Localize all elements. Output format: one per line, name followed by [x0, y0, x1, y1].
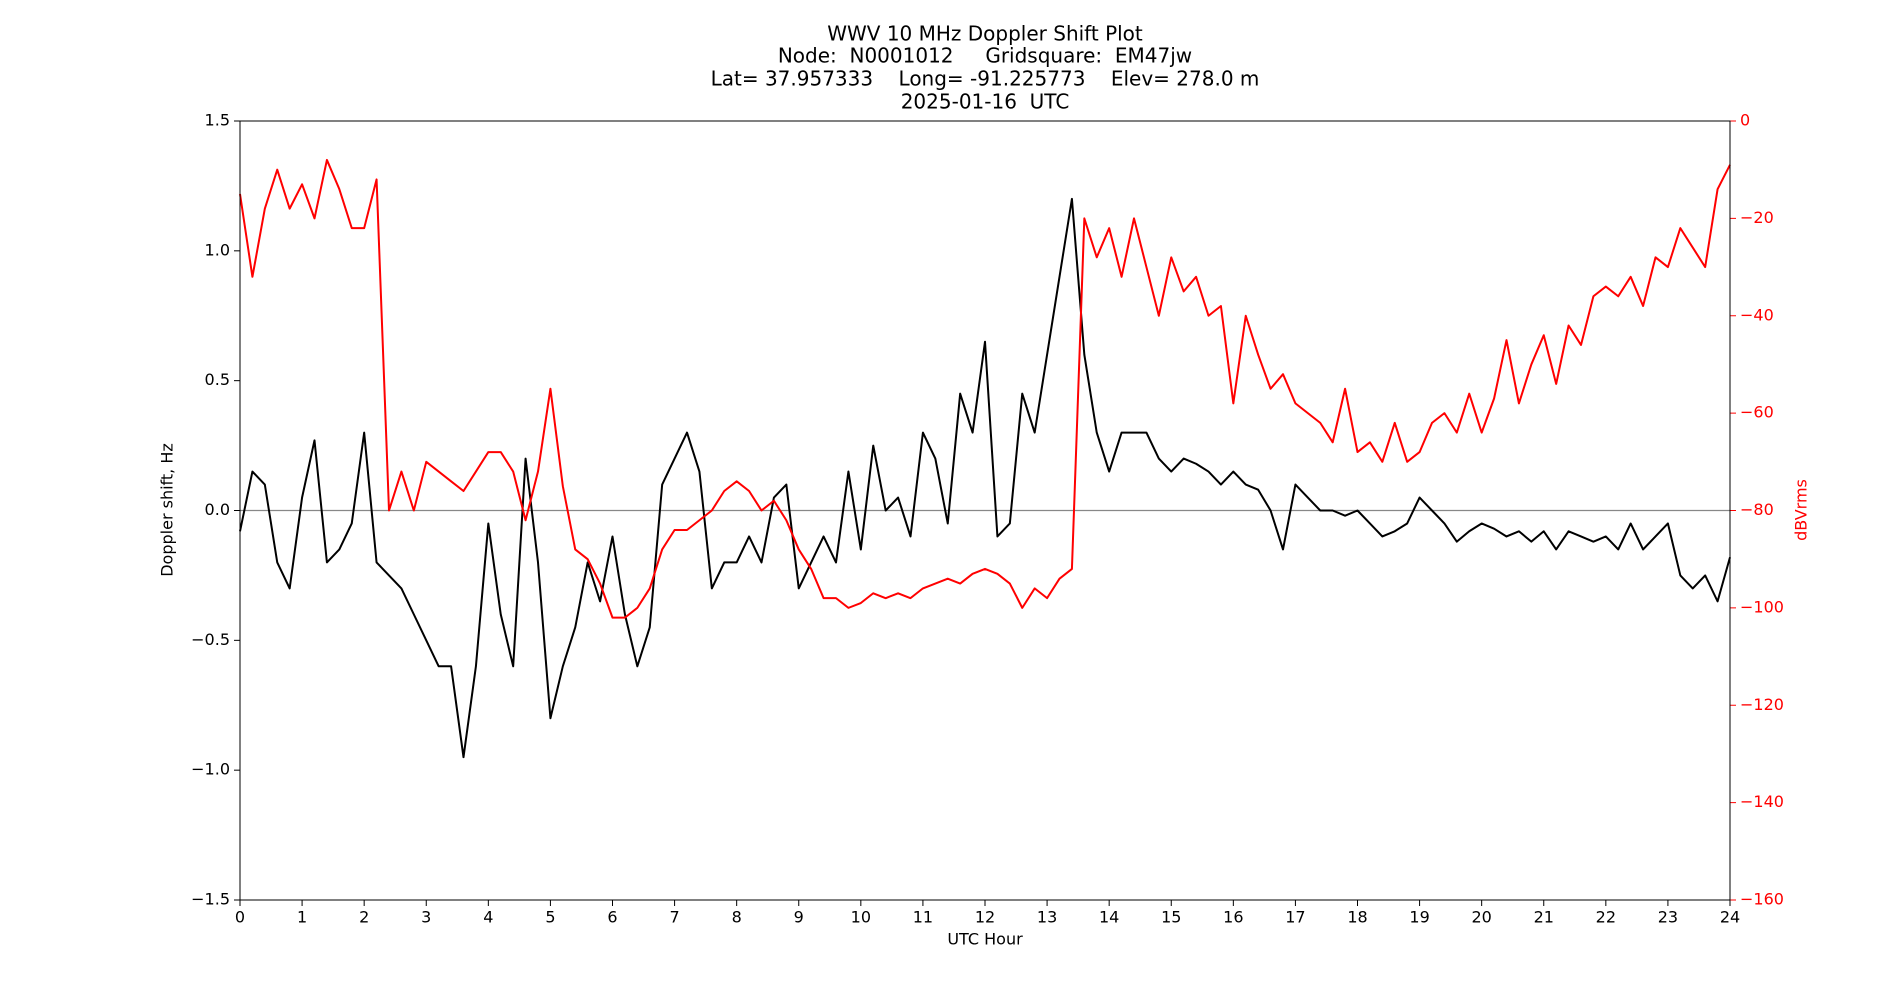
y2-tick-label: −120: [1740, 695, 1784, 714]
x-tick-label: 20: [1471, 908, 1491, 927]
series-line: [239, 158, 1731, 619]
y2-tick-label: −40: [1740, 305, 1774, 324]
y2-axis-label: dBVrms: [1792, 479, 1811, 541]
y-tick-label: 1.5: [205, 111, 230, 130]
x-tick-label: 5: [545, 908, 555, 927]
y-tick-label: 0.0: [205, 500, 230, 519]
x-tick-label: 19: [1409, 908, 1429, 927]
y-axis-label: Doppler shift, Hz: [158, 443, 177, 577]
y2-tick-label: −160: [1740, 890, 1784, 909]
y2-tick-label: −20: [1740, 208, 1774, 227]
x-tick-label: 12: [975, 908, 995, 927]
chart-title: WWV 10 MHz Doppler Shift Plot: [827, 22, 1143, 46]
x-tick-label: 4: [483, 908, 493, 927]
x-tick-label: 15: [1161, 908, 1181, 927]
x-tick-label: 10: [851, 908, 871, 927]
x-tick-label: 14: [1099, 908, 1119, 927]
chart-title: Node: N0001012 Gridsquare: EM47jw: [778, 44, 1192, 68]
y-tick-label: −1.5: [191, 890, 230, 909]
y2-tick-label: 0: [1740, 111, 1750, 130]
chart-title: 2025-01-16 UTC: [901, 90, 1070, 114]
x-tick-label: 7: [669, 908, 679, 927]
x-tick-label: 0: [235, 908, 245, 927]
x-tick-label: 17: [1285, 908, 1305, 927]
x-tick-label: 18: [1347, 908, 1367, 927]
x-tick-label: 6: [607, 908, 617, 927]
x-tick-label: 22: [1596, 908, 1616, 927]
x-tick-label: 3: [421, 908, 431, 927]
y-tick-label: −1.0: [191, 760, 230, 779]
chart-title: Lat= 37.957333 Long= -91.225773 Elev= 27…: [711, 67, 1260, 91]
x-tick-label: 23: [1658, 908, 1678, 927]
x-tick-label: 11: [913, 908, 933, 927]
y-tick-label: 1.0: [205, 240, 230, 259]
plot-frame: [239, 120, 1731, 901]
y2-tick-label: −80: [1740, 500, 1774, 519]
y-tick-label: 0.5: [205, 370, 230, 389]
y2-tick-label: −140: [1740, 792, 1784, 811]
x-tick-label: 9: [794, 908, 804, 927]
y-tick-label: −0.5: [191, 630, 230, 649]
y2-tick-label: −100: [1740, 597, 1784, 616]
x-tick-label: 21: [1534, 908, 1554, 927]
x-tick-label: 13: [1037, 908, 1057, 927]
series-line: [239, 197, 1731, 759]
x-tick-label: 8: [732, 908, 742, 927]
x-tick-label: 2: [359, 908, 369, 927]
y2-tick-label: −60: [1740, 403, 1774, 422]
x-tick-label: 1: [297, 908, 307, 927]
x-axis-label: UTC Hour: [947, 930, 1023, 949]
x-tick-label: 16: [1223, 908, 1243, 927]
x-tick-label: 24: [1720, 908, 1740, 927]
